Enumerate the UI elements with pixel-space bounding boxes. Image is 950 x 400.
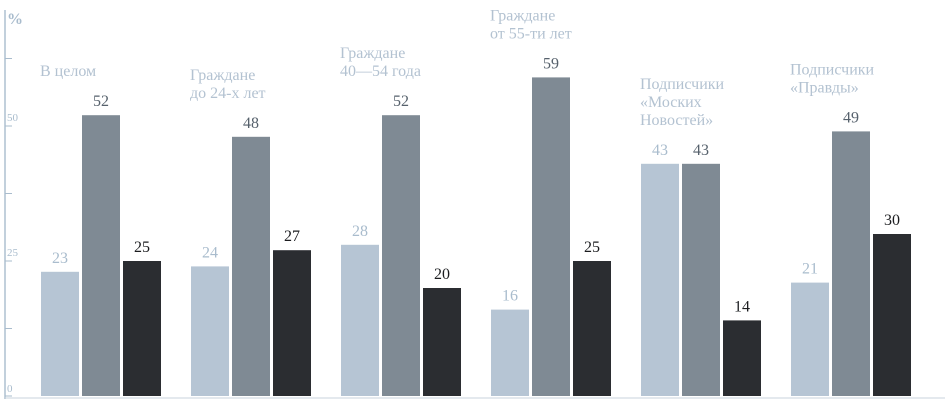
category-label-line: «Правды» xyxy=(790,79,859,96)
bar-value-label: 24 xyxy=(202,244,218,261)
bar-value-label: 16 xyxy=(502,288,518,305)
bar-value-label: 27 xyxy=(284,228,300,245)
bar-value-label: 52 xyxy=(93,93,109,110)
bar-series-a xyxy=(341,245,379,396)
y-tick-label: 50 xyxy=(7,112,19,124)
category-label-line: от 55-ти лет xyxy=(490,25,572,42)
y-tick-label: 25 xyxy=(7,247,19,259)
category-label: Граждане от 55-ти лет xyxy=(490,7,572,42)
bar-series-a xyxy=(791,283,829,396)
bar-value-label: 49 xyxy=(843,109,859,126)
bar-series-c xyxy=(873,234,911,396)
category-label-line: 40—54 года xyxy=(340,63,421,80)
bar-series-a xyxy=(491,310,529,396)
category-label-line: Граждане xyxy=(490,7,555,24)
bar-series-c xyxy=(573,261,611,396)
category-label-line: В целом xyxy=(40,63,96,80)
bar-value-label: 20 xyxy=(434,266,450,283)
category-label: В целом xyxy=(40,63,96,80)
bar-value-label: 25 xyxy=(134,239,150,256)
category-label: Подписчики «Правды» xyxy=(790,61,875,96)
bar-series-c xyxy=(273,250,311,396)
bar-value-label: 30 xyxy=(884,212,900,229)
bar-series-b xyxy=(82,115,120,396)
bar-series-b xyxy=(832,131,870,396)
category-label-line: до 24-х лет xyxy=(190,85,266,102)
bar-value-label: 14 xyxy=(734,298,750,315)
category-label: Подписчики «Моских Новостей» xyxy=(640,76,725,129)
bar-value-label: 23 xyxy=(52,250,68,267)
bar-series-c xyxy=(123,261,161,396)
bar-series-b xyxy=(532,77,570,396)
bar-series-a xyxy=(191,266,229,396)
bar-series-a xyxy=(641,164,679,396)
category-label-line: Подписчики xyxy=(790,61,875,78)
category-label-line: Подписчики xyxy=(640,76,725,93)
bar-value-label: 43 xyxy=(693,142,709,159)
y-unit-label: % xyxy=(7,11,23,28)
category-label-line: «Моских xyxy=(640,94,702,111)
bar-series-b xyxy=(682,164,720,396)
category-label-line: Граждане xyxy=(340,45,405,62)
bar-value-label: 43 xyxy=(652,142,668,159)
bar-value-label: 21 xyxy=(802,261,818,278)
bar-value-label: 28 xyxy=(352,223,368,240)
bar-value-label: 52 xyxy=(393,93,409,110)
category-label-line: Новостей» xyxy=(640,112,713,129)
category-label: Граждане до 24-х лет xyxy=(190,67,266,102)
bar-series-a xyxy=(41,272,79,396)
y-tick-label: 0 xyxy=(7,383,13,395)
bar-value-label: 48 xyxy=(243,115,259,132)
category-label-line: Граждане xyxy=(190,67,255,84)
bar-series-c xyxy=(423,288,461,396)
bar-value-label: 25 xyxy=(584,239,600,256)
bar-value-label: 59 xyxy=(543,55,559,72)
bar-series-b xyxy=(382,115,420,396)
category-label: Граждане 40—54 года xyxy=(340,45,421,80)
bar-series-b xyxy=(232,137,270,396)
bar-series-c xyxy=(723,320,761,396)
